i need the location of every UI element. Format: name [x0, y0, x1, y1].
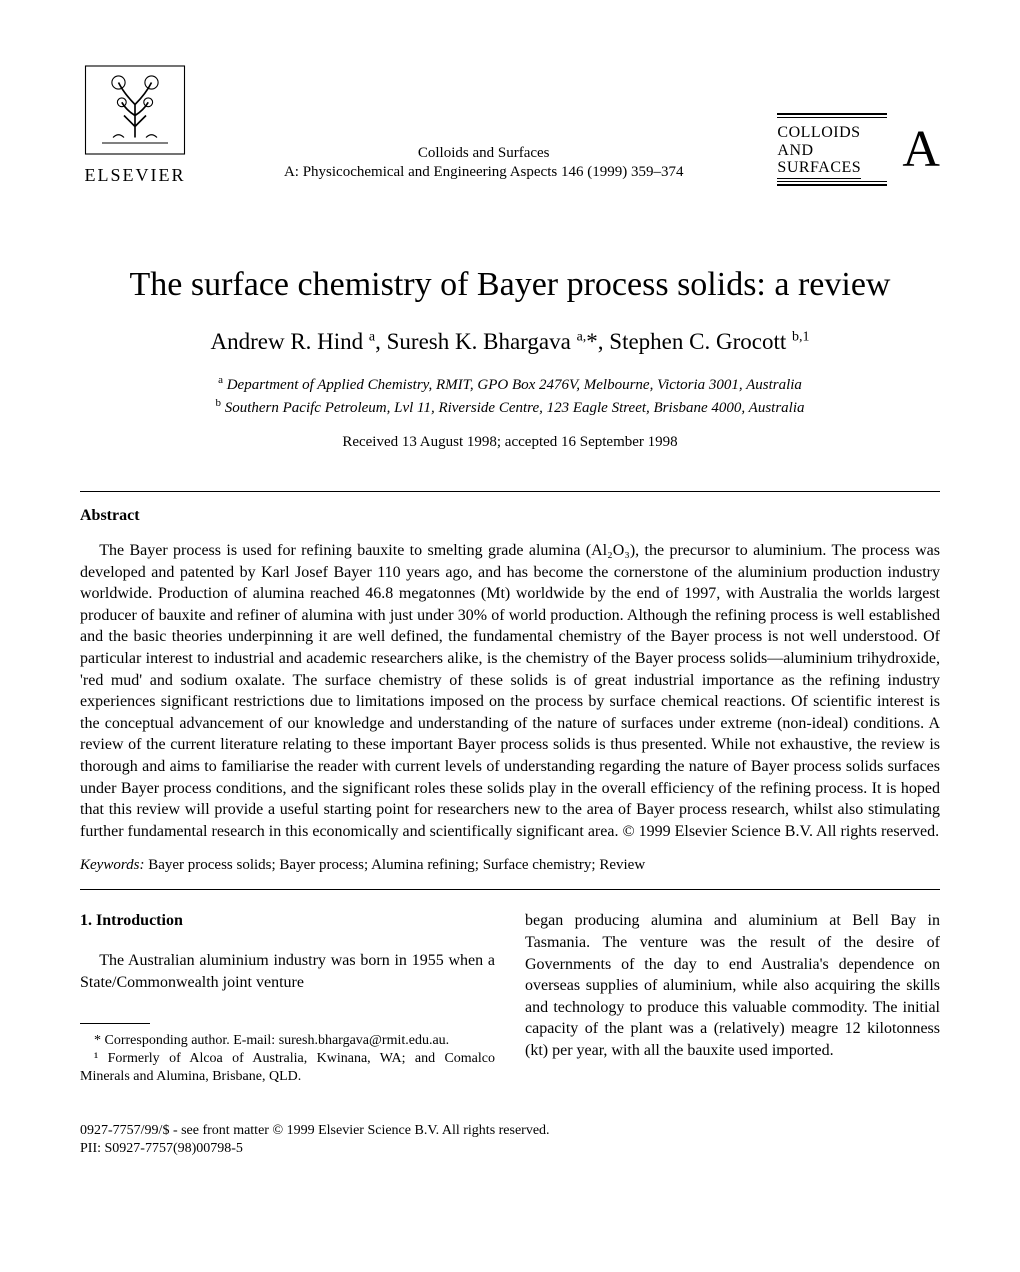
journal-citation: Colloids and Surfaces A: Physicochemical… — [284, 145, 684, 181]
intro-para-left: The Australian aluminium industry was bo… — [80, 950, 495, 993]
page-header: ELSEVIER Colloids and Surfaces A: Physic… — [80, 60, 940, 186]
journal-logo-line2: AND — [777, 142, 887, 160]
footnotes: * Corresponding author. E-mail: suresh.b… — [80, 1032, 495, 1087]
affiliation-b: b Southern Pacifc Petroleum, Lvl 11, Riv… — [80, 396, 940, 419]
body-columns: 1. Introduction The Australian aluminium… — [80, 910, 940, 1086]
affiliation-a: a Department of Applied Chemistry, RMIT,… — [80, 373, 940, 396]
journal-logo: COLLOIDS AND SURFACES — [777, 113, 887, 186]
publisher-name: ELSEVIER — [85, 165, 186, 186]
footnote-corresponding: * Corresponding author. E-mail: suresh.b… — [80, 1032, 495, 1050]
footer-copyright: 0927-7757/99/$ - see front matter © 1999… — [80, 1122, 940, 1140]
page-footer: 0927-7757/99/$ - see front matter © 1999… — [80, 1122, 940, 1158]
journal-logo-line1: COLLOIDS — [777, 124, 887, 142]
journal-logo-block: COLLOIDS AND SURFACES A — [777, 113, 940, 186]
journal-issue: A: Physicochemical and Engineering Aspec… — [284, 164, 684, 181]
authors: Andrew R. Hind a, Suresh K. Bhargava a,*… — [80, 329, 940, 355]
intro-para-right: began producing alumina and aluminium at… — [525, 910, 940, 1061]
section-1-heading: 1. Introduction — [80, 910, 495, 932]
abstract-text: The Bayer process is used for refining b… — [80, 540, 940, 842]
footnote-1: ¹ Formerly of Alcoa of Australia, Kwinan… — [80, 1050, 495, 1086]
footer-pii: PII: S0927-7757(98)00798-5 — [80, 1140, 940, 1158]
journal-series-letter: A — [902, 120, 940, 179]
journal-logo-line3: SURFACES — [777, 159, 887, 179]
keywords: Keywords: Bayer process solids; Bayer pr… — [80, 857, 940, 874]
abstract-top-rule — [80, 491, 940, 492]
article-title: The surface chemistry of Bayer process s… — [80, 266, 940, 304]
keywords-label: Keywords: — [80, 857, 144, 873]
elsevier-tree-icon — [80, 60, 190, 160]
footnote-rule — [80, 1023, 150, 1024]
received-dates: Received 13 August 1998; accepted 16 Sep… — [80, 434, 940, 451]
publisher-block: ELSEVIER — [80, 60, 190, 186]
abstract-bottom-rule — [80, 889, 940, 890]
keywords-text: Bayer process solids; Bayer process; Alu… — [148, 857, 645, 873]
abstract-heading: Abstract — [80, 507, 940, 525]
journal-name: Colloids and Surfaces — [284, 145, 684, 162]
column-left: 1. Introduction The Australian aluminium… — [80, 910, 495, 1086]
affiliations: a Department of Applied Chemistry, RMIT,… — [80, 373, 940, 419]
column-right: began producing alumina and aluminium at… — [525, 910, 940, 1086]
